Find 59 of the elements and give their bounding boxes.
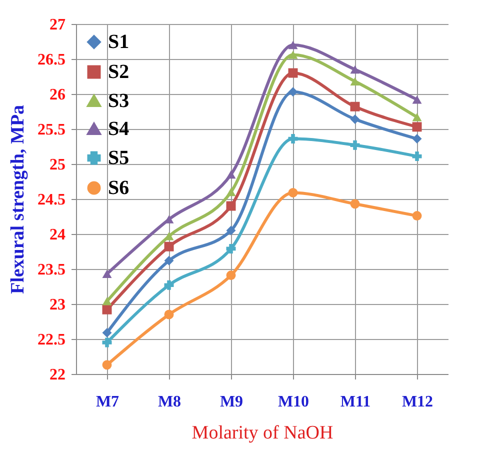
point (164, 242, 174, 252)
x-axis-title: Molarity of NaOH (192, 422, 334, 444)
legend-label: S4 (108, 118, 130, 140)
point (226, 244, 236, 254)
legend-label: S3 (108, 90, 130, 112)
x-tick-label: M7 (96, 394, 120, 410)
y-tick-label: 24 (50, 226, 66, 244)
point (412, 122, 422, 132)
legend-label: S1 (108, 31, 130, 53)
y-tick-label: 26 (50, 86, 66, 104)
point (412, 134, 422, 144)
point (350, 102, 360, 112)
point (226, 188, 236, 196)
point (288, 188, 298, 198)
point (350, 114, 360, 124)
point (102, 360, 112, 370)
point (102, 270, 112, 278)
point (288, 68, 298, 78)
point (350, 199, 360, 209)
point (412, 211, 422, 221)
legend-label: S6 (108, 177, 130, 199)
point (102, 328, 112, 338)
y-tick-label: 26.5 (38, 52, 66, 68)
point (102, 304, 112, 314)
y-tick-label: 22.5 (38, 332, 66, 348)
y-tick-label: 25 (50, 156, 66, 174)
y-tick-label: 22 (50, 366, 66, 384)
x-tick-label: M12 (402, 394, 434, 410)
point (412, 152, 422, 162)
legend-label: S2 (108, 61, 130, 83)
point (226, 201, 236, 211)
y-tick-label: 23.5 (38, 262, 66, 278)
y-tick-label: 27 (50, 16, 66, 34)
point (350, 77, 360, 86)
point (102, 338, 112, 348)
x-tick-label: M8 (158, 394, 182, 410)
point (226, 226, 236, 236)
point (226, 170, 236, 179)
point (164, 280, 174, 290)
y-tick-label: 24.5 (38, 192, 66, 208)
point (412, 95, 422, 104)
y-axis-title: Flexural strength, MPa (8, 104, 28, 294)
y-tick-label: 23 (50, 296, 66, 314)
point (164, 310, 174, 320)
x-tick-label: M10 (278, 394, 310, 410)
legend-label: S5 (108, 147, 130, 169)
point (164, 256, 174, 266)
point (412, 112, 422, 122)
point (288, 134, 298, 144)
point (288, 50, 298, 59)
point (350, 140, 360, 150)
point (288, 87, 298, 97)
x-tick-label: M9 (220, 394, 244, 410)
point (288, 40, 298, 50)
point (102, 297, 112, 306)
x-tick-label: M11 (340, 394, 371, 410)
point (226, 270, 236, 280)
point (350, 65, 360, 74)
y-tick-label: 25.5 (38, 122, 66, 138)
